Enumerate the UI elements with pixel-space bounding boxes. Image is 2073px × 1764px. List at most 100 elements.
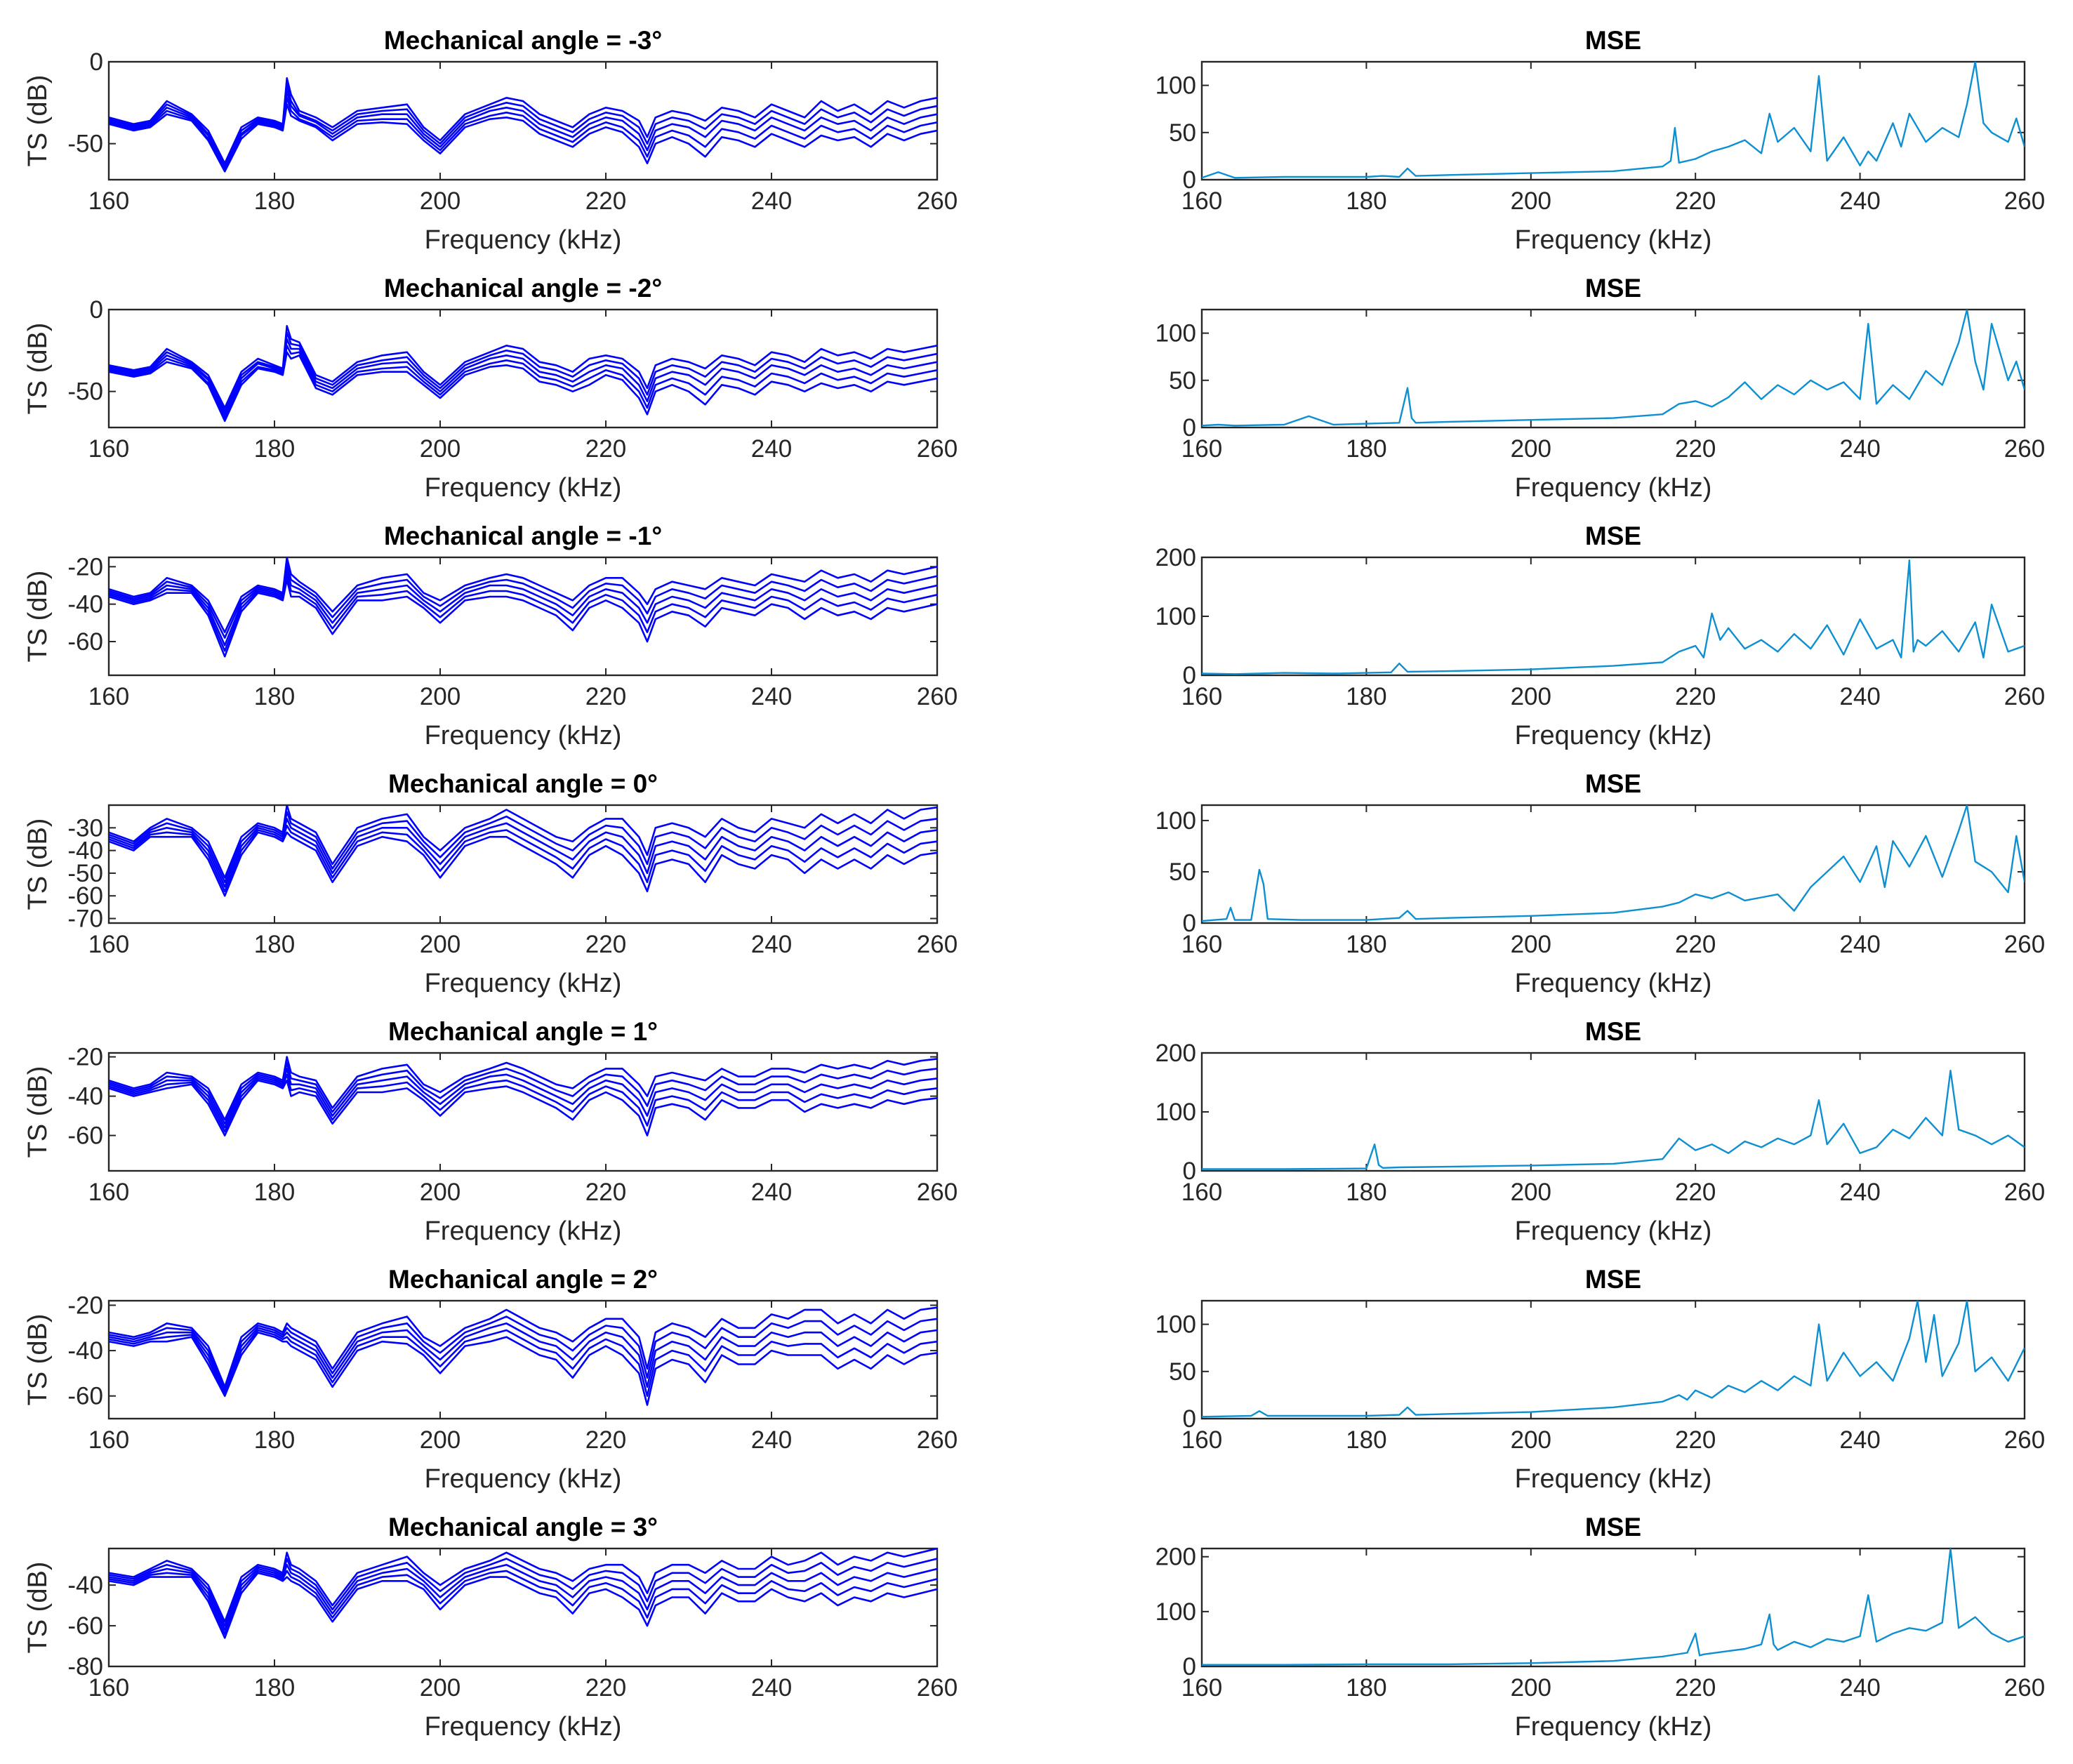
x-tick-label: 220 bbox=[585, 931, 626, 958]
x-axis-label: Frequency (kHz) bbox=[1515, 969, 1712, 998]
y-tick-label: -40 bbox=[67, 591, 103, 618]
chart-panel-mse-3: 160 180 200 220 240 260 0 100 200 MSE Frequency (k… bbox=[1155, 522, 2046, 750]
ts-series-line-3 bbox=[109, 567, 937, 646]
ts-series-line-4 bbox=[109, 1073, 937, 1133]
chart-title: Mechanical angle = -1° bbox=[384, 522, 662, 550]
ts-series-line-1 bbox=[109, 1306, 937, 1388]
chart-title: MSE bbox=[1585, 1513, 1641, 1541]
plot-frame bbox=[1200, 1299, 2026, 1420]
y-axis-label: TS (dB) bbox=[23, 75, 53, 167]
plot-frame bbox=[107, 1052, 939, 1172]
y-tick-label: 0 bbox=[1183, 1158, 1196, 1185]
y-tick-label: -50 bbox=[67, 131, 103, 158]
x-tick-label: 180 bbox=[1346, 931, 1386, 958]
x-tick-label: 160 bbox=[1181, 1426, 1222, 1454]
x-tick-label: 240 bbox=[751, 435, 792, 463]
chart-title: Mechanical angle = -3° bbox=[384, 26, 662, 55]
x-tick-label: 220 bbox=[585, 1179, 626, 1206]
ts-series-line-1 bbox=[109, 1056, 937, 1121]
x-axis-label: Frequency (kHz) bbox=[1515, 721, 1712, 750]
mse-series-line bbox=[1202, 310, 2025, 427]
chart-panel-ts-4: 160 180 200 220 240 260 -30-40-50-60-70 Mechani… bbox=[23, 769, 958, 998]
ts-series-line-3 bbox=[109, 1563, 937, 1631]
x-tick-label: 220 bbox=[1675, 1426, 1716, 1454]
y-tick-label: 100 bbox=[1155, 320, 1196, 347]
x-tick-label: 260 bbox=[2004, 931, 2045, 958]
x-tick-label: 180 bbox=[254, 683, 295, 710]
x-tick-label: 220 bbox=[1675, 1674, 1716, 1702]
plot-frame bbox=[1200, 556, 2026, 677]
x-tick-label: 160 bbox=[1181, 1674, 1222, 1702]
y-axis-label: TS (dB) bbox=[23, 571, 53, 663]
plot-frame bbox=[1200, 60, 2026, 181]
x-tick-label: 260 bbox=[2004, 435, 2045, 463]
x-tick-label: 180 bbox=[1346, 1674, 1386, 1702]
ts-series-line-1 bbox=[109, 1549, 937, 1623]
mse-series-line bbox=[1202, 1069, 2025, 1170]
y-tick-label: 0 bbox=[1183, 910, 1196, 937]
x-tick-label: 180 bbox=[1346, 1426, 1386, 1454]
y-tick-label: -60 bbox=[67, 1383, 103, 1410]
x-axis-label: Frequency (kHz) bbox=[425, 225, 622, 255]
chart-title: MSE bbox=[1585, 1265, 1641, 1294]
ts-series-line-1 bbox=[109, 557, 937, 634]
x-tick-label: 260 bbox=[917, 435, 958, 463]
y-tick-label: -60 bbox=[67, 882, 103, 910]
x-tick-label: 220 bbox=[585, 1426, 626, 1454]
y-tick-label: -40 bbox=[67, 1083, 103, 1110]
plot-frame bbox=[1200, 804, 2026, 924]
y-tick-label: 100 bbox=[1155, 603, 1196, 630]
y-axis-label: TS (dB) bbox=[23, 1314, 53, 1406]
y-tick-label: 100 bbox=[1155, 807, 1196, 835]
x-tick-label: 260 bbox=[2004, 187, 2045, 215]
x-tick-label: 240 bbox=[1839, 1674, 1880, 1702]
y-tick-label: -20 bbox=[67, 1292, 103, 1319]
x-tick-label: 240 bbox=[751, 187, 792, 215]
y-tick-label: -80 bbox=[67, 1653, 103, 1680]
x-tick-label: 200 bbox=[1511, 1674, 1551, 1702]
x-tick-label: 260 bbox=[917, 1426, 958, 1454]
x-axis-label: Frequency (kHz) bbox=[1515, 1464, 1712, 1494]
chart-title: MSE bbox=[1585, 1017, 1641, 1046]
x-tick-label: 260 bbox=[917, 187, 958, 215]
x-axis-label: Frequency (kHz) bbox=[1515, 1712, 1712, 1742]
chart-title: Mechanical angle = 3° bbox=[388, 1513, 658, 1541]
chart-title: Mechanical angle = 1° bbox=[388, 1017, 658, 1046]
chart-panel-mse-4: 160 180 200 220 240 260 0 50 100 MSE Frequency (kH… bbox=[1155, 769, 2046, 998]
plot-frame bbox=[107, 1547, 939, 1668]
ts-series-line-2 bbox=[109, 562, 937, 639]
ts-series-line-1 bbox=[109, 324, 937, 409]
ts-series-line-3 bbox=[109, 1322, 937, 1393]
plot-frame bbox=[107, 1299, 939, 1420]
ts-series-line-5 bbox=[109, 1331, 937, 1406]
x-tick-label: 240 bbox=[1839, 187, 1880, 215]
ts-series-line-3 bbox=[109, 818, 937, 888]
ts-series-line-1 bbox=[109, 77, 937, 164]
x-tick-label: 240 bbox=[1839, 1179, 1880, 1206]
x-tick-label: 180 bbox=[254, 931, 295, 958]
x-tick-label: 180 bbox=[1346, 187, 1386, 215]
ts-series-line-2 bbox=[109, 1558, 937, 1627]
y-tick-label: 200 bbox=[1155, 1544, 1196, 1571]
ts-series-line-5 bbox=[109, 103, 937, 173]
x-tick-label: 240 bbox=[1839, 931, 1880, 958]
y-tick-label: 0 bbox=[1183, 414, 1196, 442]
y-tick-label: -20 bbox=[67, 553, 103, 581]
y-tick-label: -60 bbox=[67, 1122, 103, 1150]
x-tick-label: 240 bbox=[751, 1179, 792, 1206]
y-tick-label: 0 bbox=[1183, 662, 1196, 689]
x-tick-label: 240 bbox=[1839, 435, 1880, 463]
ts-series-line-4 bbox=[109, 824, 937, 893]
y-tick-label: 200 bbox=[1155, 1040, 1196, 1067]
chart-title: Mechanical angle = -2° bbox=[384, 274, 662, 303]
x-tick-label: 240 bbox=[751, 931, 792, 958]
y-tick-label: 0 bbox=[1183, 1653, 1196, 1680]
ts-series-line-3 bbox=[109, 1068, 937, 1129]
y-tick-label: 100 bbox=[1155, 1099, 1196, 1126]
x-tick-label: 200 bbox=[1511, 1179, 1551, 1206]
x-axis-label: Frequency (kHz) bbox=[425, 1712, 622, 1742]
x-tick-label: 200 bbox=[1511, 1426, 1551, 1454]
y-tick-label: -70 bbox=[67, 906, 103, 933]
mse-series-line bbox=[1202, 1549, 2025, 1666]
